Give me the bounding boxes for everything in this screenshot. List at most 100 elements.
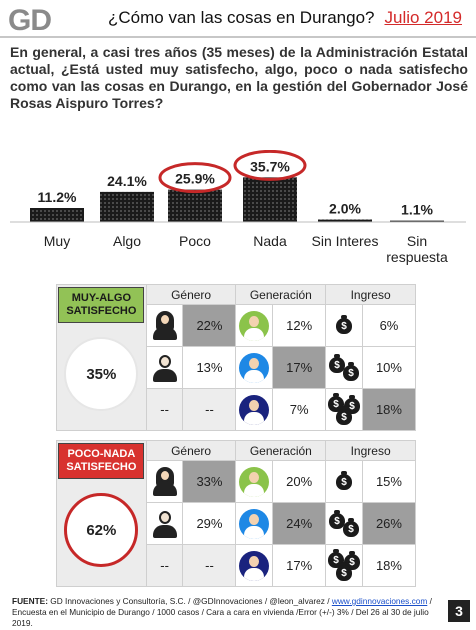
satisfaction-bar-chart: 11.2% Muy 24.1% Algo 25.9% Poco 35.7% Nada 2.0% S… (10, 150, 466, 265)
data-label: 11.2% (38, 189, 77, 205)
source-footer: FUENTE: GD Innovaciones y Consultoría, S… (12, 596, 442, 629)
income-icon-cell: $ $ $ (325, 544, 363, 587)
bar-algo (100, 191, 154, 222)
survey-question: En general, a casi tres años (35 meses) … (10, 44, 468, 111)
cell-genero: 33% (182, 460, 237, 503)
data-label: 2.0% (329, 201, 361, 217)
footer-source-text: GD Innovaciones y Consultoría, S.C. / @G… (47, 596, 332, 606)
total-circle: 35% (64, 337, 139, 411)
cell-generacion: 17% (272, 346, 327, 389)
senior-person-icon (239, 394, 270, 425)
gender-icon-cell (145, 304, 184, 347)
category-label: Poco (179, 233, 211, 249)
footer-website-link[interactable]: www.gdinnovaciones.com (331, 596, 428, 606)
highlight-ellipse (158, 162, 232, 194)
title-text: ¿Cómo van las cosas en Durango? (108, 8, 375, 27)
section-label-muy-algo: MUY-ALGO SATISFECHO (58, 287, 145, 323)
category-label: Sin (407, 233, 427, 249)
cell-ingreso: 15% (361, 460, 417, 503)
generation-icon-cell (235, 460, 274, 503)
income-icon-cell: $ (325, 460, 363, 503)
table-muy-algo-satisfecho: MUY-ALGO SATISFECHO 35% Género Generació… (56, 284, 417, 431)
generation-icon-cell (235, 502, 274, 545)
section-label-line1: MUY-ALGO (71, 292, 131, 304)
gd-logo: GD (8, 4, 52, 38)
footer-source-suffix: / (427, 596, 432, 606)
footer-source-label: FUENTE: (12, 596, 48, 606)
three-money-bags-icon: $ $ $ (327, 548, 361, 581)
cell-ingreso: 18% (361, 544, 417, 587)
money-bag-icon: $ (327, 467, 361, 497)
total-value: 35% (86, 365, 117, 383)
income-icon-cell: $ (325, 304, 363, 347)
header-generacion: Generación (235, 284, 327, 305)
young-person-icon (239, 310, 270, 341)
header-ingreso: Ingreso (325, 284, 416, 305)
gender-icon-cell: -- (145, 388, 184, 431)
income-icon-cell: $ $ $ (325, 388, 363, 431)
category-label: Muy (44, 233, 70, 249)
bar-muy (30, 208, 84, 222)
money-bag-icon: $ (327, 311, 361, 341)
female-person-icon (151, 310, 179, 341)
cell-genero: 22% (182, 304, 237, 347)
income-icon-cell: $ $ (325, 502, 363, 545)
cell-ingreso: 6% (361, 304, 417, 347)
cell-generacion: 17% (272, 544, 327, 587)
generation-icon-cell (235, 388, 274, 431)
category-label: respuesta (386, 249, 448, 265)
header-generacion: Generación (235, 440, 327, 461)
cell-genero: 29% (182, 502, 237, 545)
income-icon-cell: $ $ (325, 346, 363, 389)
bar-nada (243, 177, 297, 222)
table-row: 29% 24% $ $ 26% (57, 502, 417, 545)
section-label-line1: POCO-NADA (67, 448, 136, 460)
category-label: Algo (113, 233, 141, 249)
total-value: 62% (86, 521, 117, 539)
cell-generacion: 20% (272, 460, 327, 503)
three-money-bags-icon: $ $ $ (327, 392, 361, 425)
gender-icon-cell (145, 460, 184, 503)
female-person-icon (151, 466, 179, 497)
page-title: ¿Cómo van las cosas en Durango? Julio 201… (108, 8, 462, 28)
header-genero: Género (145, 284, 237, 305)
section-label-line2: SATISFECHO (66, 305, 137, 317)
page-number: 3 (448, 600, 470, 622)
cell-generacion: 7% (272, 388, 327, 431)
middle-age-person-icon (239, 352, 270, 383)
male-person-icon (151, 509, 179, 539)
total-circle: 62% (64, 493, 139, 567)
data-label: 35.7% (250, 158, 290, 174)
generation-icon-cell (235, 544, 274, 587)
cell-genero: 13% (182, 346, 237, 389)
cell-generacion: 24% (272, 502, 327, 545)
section-label-poco-nada: POCO-NADA SATISFECHO (58, 443, 145, 479)
table-row: -- -- 7% $ $ $ 18% (57, 388, 417, 431)
header-divider (0, 36, 476, 38)
senior-person-icon (239, 550, 270, 581)
data-label: 25.9% (175, 171, 215, 187)
bar-sin-interes (318, 219, 372, 222)
gender-icon-cell (145, 346, 184, 389)
two-money-bags-icon: $ $ (327, 509, 361, 539)
header-genero: Género (145, 440, 237, 461)
middle-age-person-icon (239, 508, 270, 539)
gender-icon-cell (145, 502, 184, 545)
bar-poco (168, 189, 222, 222)
generation-icon-cell (235, 304, 274, 347)
title-month: Julio 2019 (384, 8, 462, 27)
gender-icon-cell: -- (145, 544, 184, 587)
young-person-icon (239, 466, 270, 497)
footer-methodology: Encuesta en el Municipio de Durango / 10… (12, 607, 429, 628)
generation-icon-cell (235, 346, 274, 389)
cell-ingreso: 18% (361, 388, 417, 431)
cell-genero: -- (182, 544, 237, 587)
cell-generacion: 12% (272, 304, 327, 347)
bar-sin-respuesta (390, 220, 444, 223)
table-row: 13% 17% $ $ 10% (57, 346, 417, 389)
highlight-ellipse (233, 150, 307, 181)
male-person-icon (151, 353, 179, 383)
two-money-bags-icon: $ $ (327, 353, 361, 383)
logo-text: GD (8, 4, 52, 37)
data-label: 1.1% (401, 202, 433, 218)
